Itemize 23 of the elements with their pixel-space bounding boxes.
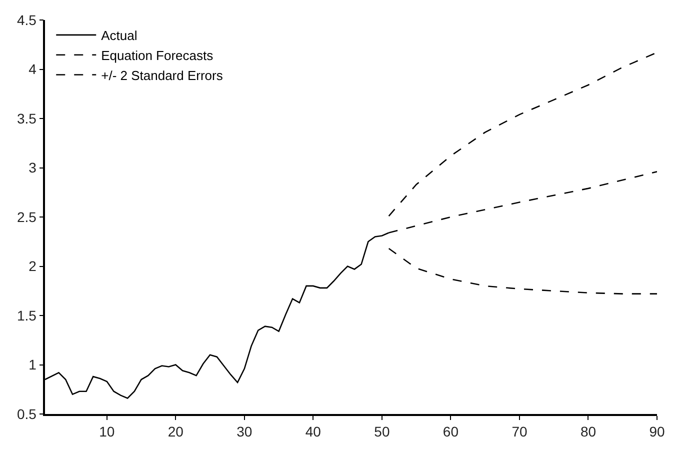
y-tick-label: 3.5 [16,110,37,126]
y-tick-label: 2.5 [16,208,37,225]
y-tick-label: 4.5 [16,12,37,28]
legend-label: Actual [101,28,138,44]
y-tick-label: 1.5 [16,307,37,324]
x-tick-label: 30 [236,424,252,440]
y-tick-label: 2 [28,258,37,274]
x-tick-label: 20 [168,424,184,440]
legend-label: +/- 2 Standard Errors [101,68,224,83]
x-tick-label: 50 [374,424,390,440]
x-tick-label: 90 [649,424,665,440]
y-tick-label: 4 [28,61,37,78]
x-tick-label: 10 [99,424,115,440]
x-tick-label: 70 [512,424,528,440]
line-series [388,248,657,294]
legend-label: Equation Forecasts [101,48,214,63]
x-tick-label: 40 [305,424,322,440]
x-tick-label: 60 [442,424,459,440]
line-series [388,52,657,217]
y-tick-label: 0.5 [16,406,37,422]
x-tick-label: 80 [580,424,596,440]
y-tick-label: 3 [28,160,37,176]
y-tick-label: 1 [28,356,37,373]
